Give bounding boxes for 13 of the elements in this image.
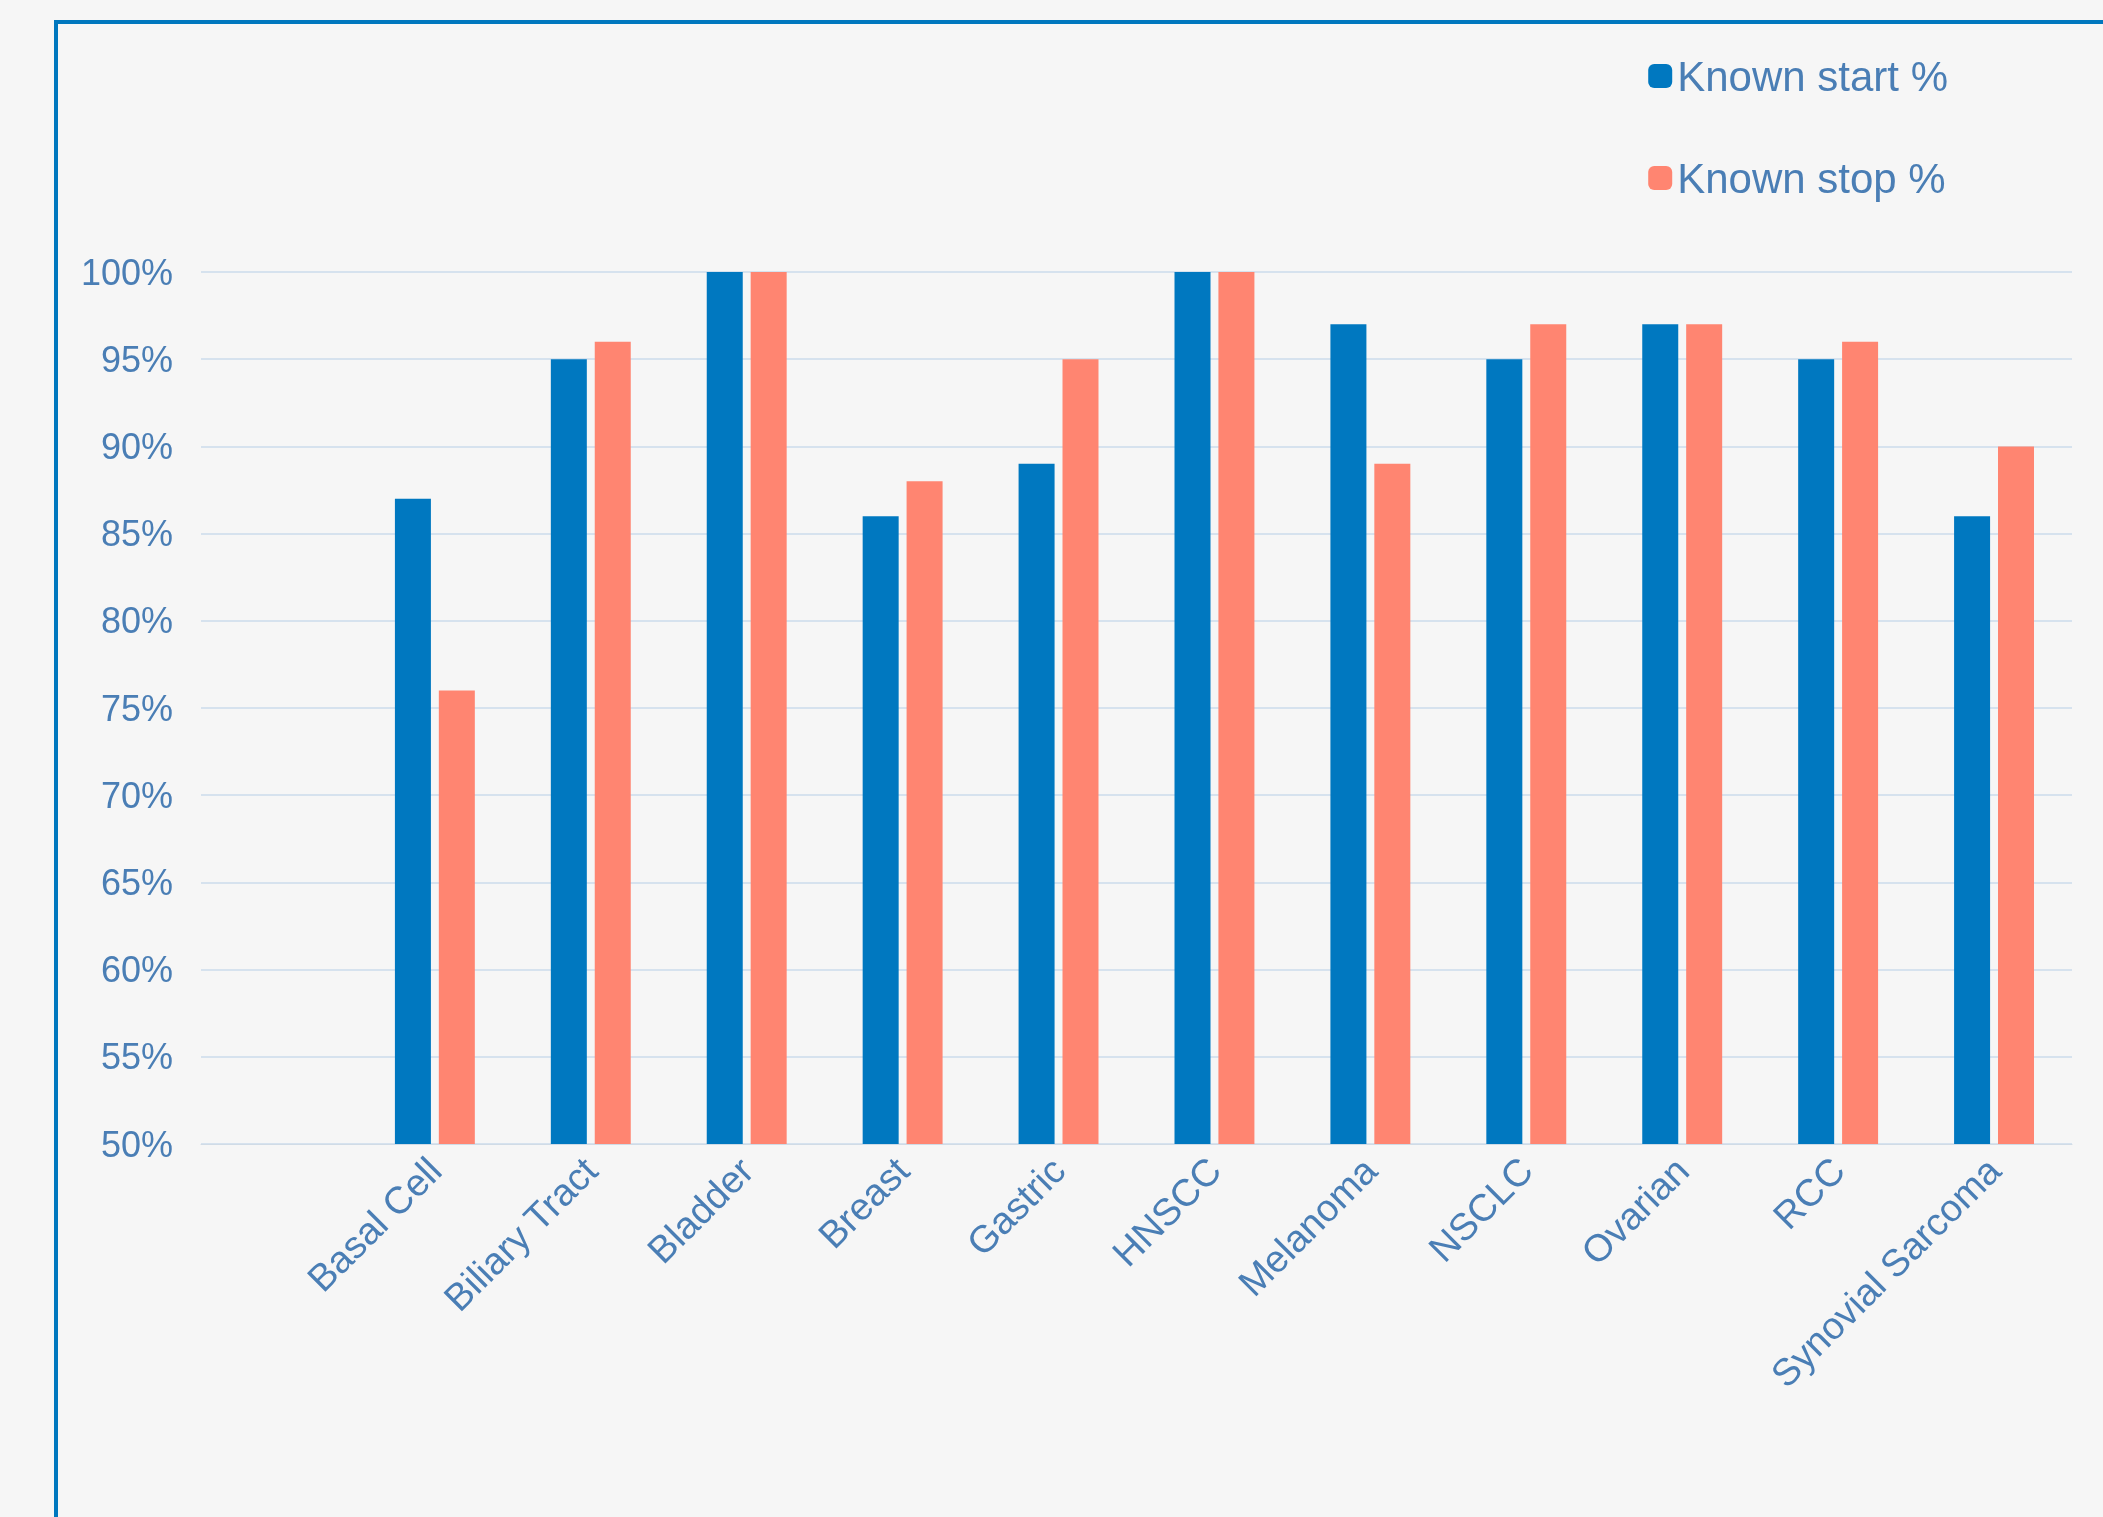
y-tick-label: 90% [100,425,173,467]
y-tick-label: 50% [100,1123,173,1165]
y-tick-label: 95% [100,338,173,380]
y-tick-label: 55% [100,1036,173,1078]
legend-label: Known stop % [1677,154,1946,202]
legend-label: Known start % [1677,52,1949,100]
y-tick-label: 100% [80,251,173,293]
y-tick-label: 75% [100,687,173,729]
y-tick-label: 85% [100,513,173,555]
y-tick-label: 70% [100,774,173,816]
y-tick-label: 80% [100,600,173,642]
y-tick-label: 60% [100,949,173,991]
y-tick-label: 65% [100,861,173,903]
